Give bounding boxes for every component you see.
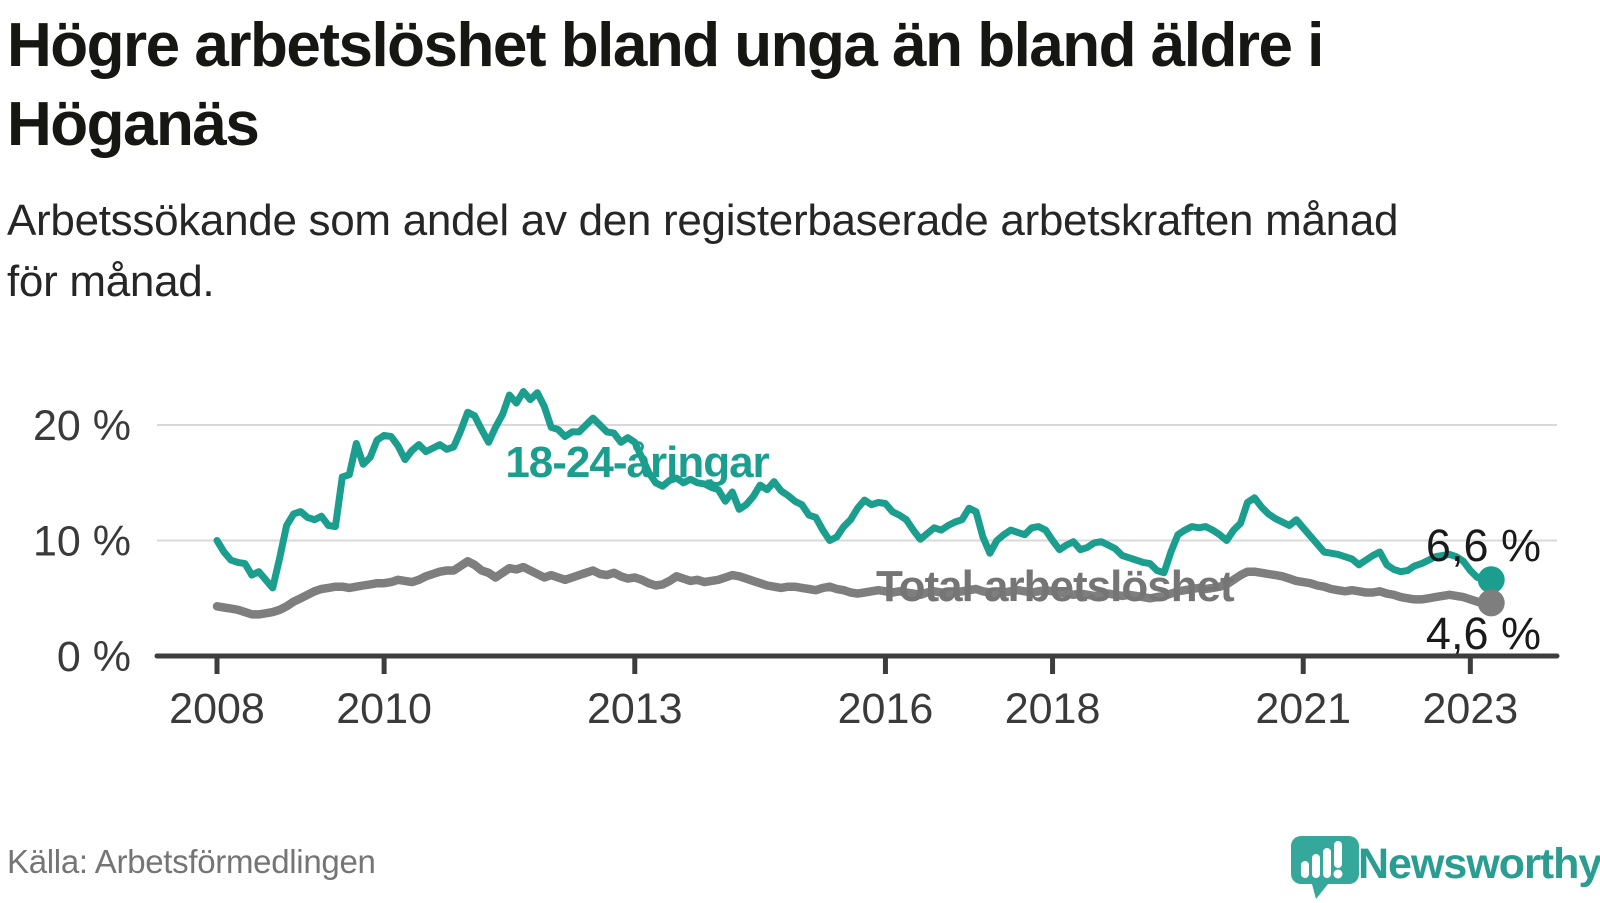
exclamation-bar	[1334, 841, 1342, 868]
newsworthy-logo: Newsworthy	[1288, 826, 1600, 900]
end-dot-total	[1477, 589, 1505, 617]
series-label-total: Total arbetslöshet	[876, 562, 1235, 611]
end-label-youth: 6,6 %	[1426, 520, 1541, 571]
source-attribution: Källa: Arbetsförmedlingen	[7, 843, 376, 880]
line-youth	[213, 388, 1495, 592]
line-total	[212, 557, 1496, 619]
y-tick-label-0: 0 %	[57, 633, 131, 681]
x-tick-label-2008: 2008	[169, 685, 265, 733]
title-line-1: Högre arbetslöshet bland unga än bland ä…	[7, 11, 1324, 80]
y-tick-label-20: 20 %	[33, 402, 131, 450]
page-title: Högre arbetslöshet bland unga än bland ä…	[7, 6, 1577, 164]
end-dot-youth	[1477, 566, 1505, 594]
subtitle-line-2: för månad.	[7, 257, 215, 306]
bar-medium	[1312, 854, 1320, 878]
newsworthy-logo-icon	[1291, 836, 1359, 899]
end-label-total: 4,6 %	[1426, 608, 1541, 659]
bar-small	[1301, 861, 1309, 878]
series-label-youth: 18-24-åringar	[505, 438, 769, 487]
bar-large	[1323, 848, 1331, 878]
subtitle-line-1: Arbetssökande som andel av den registerb…	[7, 196, 1399, 245]
title-line-2: Höganäs	[7, 90, 260, 159]
y-tick-label-10: 10 %	[33, 518, 131, 566]
x-tick-label-2010: 2010	[336, 685, 432, 733]
x-tick-label-2021: 2021	[1255, 685, 1351, 733]
exclamation-dot	[1333, 869, 1343, 879]
x-tick-label-2013: 2013	[587, 685, 683, 733]
x-tick-label-2023: 2023	[1423, 685, 1519, 733]
x-tick-label-2018: 2018	[1005, 685, 1101, 733]
newsworthy-logo-text: Newsworthy	[1358, 840, 1600, 888]
x-tick-label-2016: 2016	[838, 685, 934, 733]
chart-subtitle: Arbetssökande som andel av den registerb…	[7, 190, 1577, 312]
